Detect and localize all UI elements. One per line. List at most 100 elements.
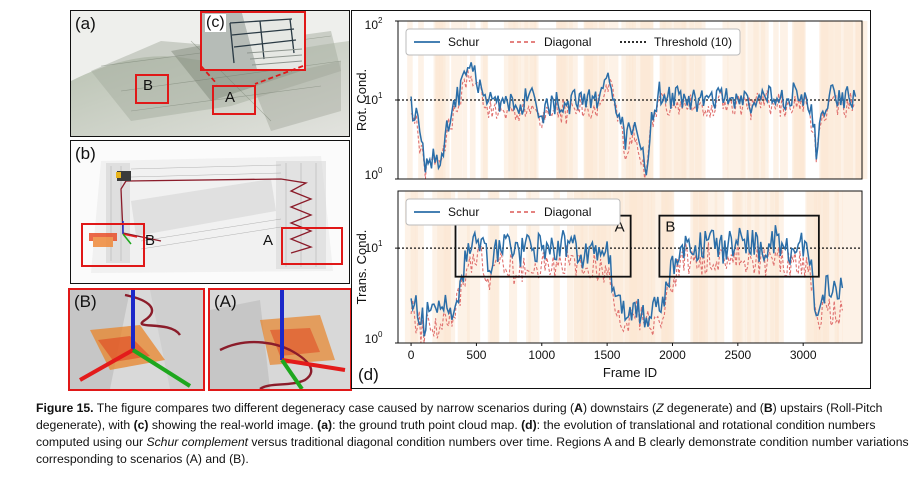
x-tick-label: 1500 [594, 348, 621, 362]
series-schur-line [410, 62, 857, 176]
caption-label: Figure 15. [36, 401, 94, 415]
legend-entry: Schur [448, 205, 479, 219]
region-b-box [135, 74, 169, 104]
degenerate-frame-band [706, 191, 718, 343]
panel-c-real-world-image: (c) [200, 11, 306, 71]
x-tick-label: 0 [408, 348, 415, 362]
y-tick-label: 10 [365, 241, 379, 255]
degenerate-frame-band [418, 21, 424, 179]
degenerate-frame-band [837, 191, 843, 343]
legend-box [405, 28, 741, 56]
series-schur-line [410, 225, 844, 337]
caption-italic-schur: Schur complement [146, 435, 249, 449]
region-b-box [81, 223, 145, 267]
degenerate-frame-band [553, 191, 560, 343]
region-a-label: A [225, 89, 236, 106]
caption-bold-a-panel: (a) [317, 418, 333, 432]
panel-c-label: (c) [205, 14, 226, 32]
zoom-b-image [70, 290, 203, 389]
degenerate-frame-band [567, 191, 574, 343]
degenerate-frame-band [698, 191, 708, 343]
degenerate-frame-band [526, 191, 531, 343]
panel-d-label: (d) [358, 365, 379, 384]
degenerate-frame-band [774, 191, 784, 343]
degenerate-frame-band [664, 191, 669, 343]
panel-zoom-a: (A) [208, 288, 352, 391]
degenerate-frame-band [598, 191, 611, 343]
degenerate-frame-band [722, 21, 729, 179]
caption-bold-d: (d) [521, 418, 537, 432]
panel-zoom-b: (B) [68, 288, 205, 391]
y-tick-label: 10 [365, 18, 379, 32]
caption-text: ) upstairs (Roll-Pitch degenerate), with [36, 401, 883, 432]
y-axis-label: Trans. Cond. [354, 230, 369, 305]
y-tick-exponent: 0 [378, 330, 383, 339]
region-a-box [212, 85, 256, 115]
x-tick-label: 1000 [528, 348, 555, 362]
region-b-label: B [145, 232, 156, 249]
y-axis-label: Rot. Cond. [354, 69, 369, 131]
degenerate-frame-band [747, 21, 759, 179]
region-b-label: B [665, 219, 675, 236]
caption-bold-c: (c) [133, 418, 149, 432]
degenerate-frame-band [714, 191, 725, 343]
legend-entry: Diagonal [544, 35, 591, 49]
x-tick-label: 3000 [790, 348, 817, 362]
degenerate-frame-band [443, 191, 451, 343]
legend-entry: Schur [448, 35, 479, 49]
x-tick-label: 2000 [659, 348, 686, 362]
degenerate-frame-band [407, 21, 413, 179]
caption-bold-b: B [763, 401, 773, 415]
zoom-b-label: (B) [74, 292, 97, 311]
degenerate-frame-band [636, 21, 645, 179]
x-tick-label: 2500 [724, 348, 751, 362]
degenerate-frame-band [813, 191, 821, 343]
degenerate-frame-band [529, 21, 537, 179]
degenerate-frame-band [732, 191, 746, 343]
degenerate-frame-band [694, 21, 706, 179]
y-tick-label: 10 [365, 93, 379, 107]
y-tick-exponent: 2 [378, 16, 383, 25]
degenerate-frame-band [636, 191, 649, 343]
region-a-label: A [263, 232, 274, 249]
x-axis-label: Frame ID [603, 365, 657, 380]
degenerate-frame-band [528, 191, 540, 343]
degenerate-frame-band [487, 191, 500, 343]
degenerate-frame-band [404, 191, 416, 343]
caption-bold-a: A [574, 401, 583, 415]
series-diagonal-line [410, 238, 843, 344]
caption-italic-z: Z [656, 401, 664, 415]
y-tick-label: 10 [365, 332, 379, 346]
y-tick-label: 10 [365, 168, 379, 182]
degenerate-frame-band [770, 191, 779, 343]
caption-text: : the ground truth point cloud map. [332, 418, 522, 432]
degenerate-frame-band [466, 191, 481, 343]
region-b-box [658, 214, 820, 278]
degenerate-frame-band [827, 191, 839, 343]
degenerate-frame-band [573, 191, 583, 343]
y-tick-exponent: 1 [378, 91, 383, 100]
y-tick-exponent: 0 [378, 166, 383, 175]
series-diagonal-line [410, 68, 856, 180]
region-b-label: B [143, 77, 154, 94]
degenerate-frame-band [856, 21, 865, 179]
degenerate-frame-band [625, 21, 631, 179]
y-tick-exponent: 1 [378, 239, 383, 248]
legend-entry: Diagonal [544, 205, 591, 219]
degenerate-frame-band [661, 191, 667, 343]
degenerate-frame-band [764, 191, 775, 343]
degenerate-frame-band [462, 21, 468, 179]
degenerate-frame-band [650, 191, 664, 343]
x-tick-label: 500 [466, 348, 486, 362]
zoom-a-label: (A) [214, 292, 237, 311]
degenerate-frame-band [612, 191, 624, 343]
caption-text: degenerate) and ( [663, 401, 764, 415]
degenerate-frame-band [415, 191, 424, 343]
caption-text: ) downstairs ( [582, 401, 657, 415]
degenerate-frame-band [842, 191, 852, 343]
degenerate-frame-band [664, 191, 675, 343]
degenerate-frame-band [568, 21, 578, 179]
caption-text: versus traditional diagonal condition nu… [36, 435, 909, 466]
degenerate-frame-band [582, 191, 596, 343]
